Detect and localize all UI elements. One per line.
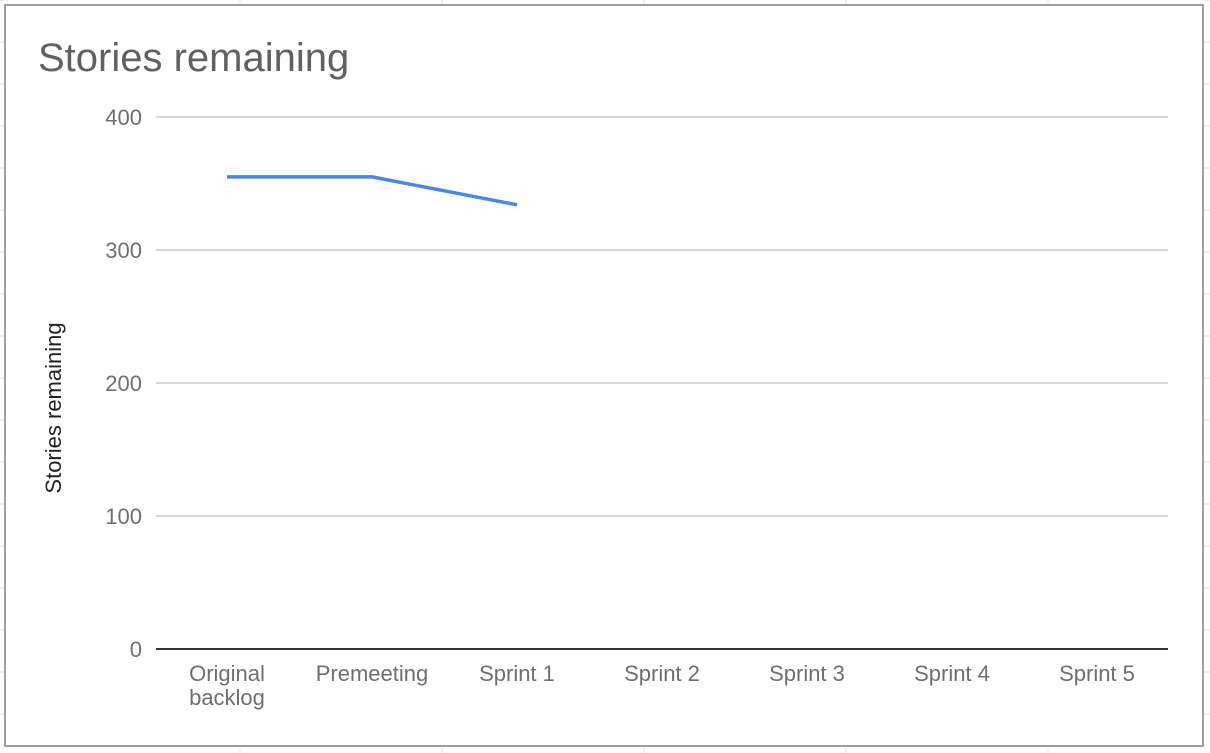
series-line (227, 177, 517, 205)
y-tick-label: 400 (105, 105, 142, 130)
y-axis-title: Stories remaining (41, 322, 66, 493)
x-tick-label: Sprint 4 (914, 661, 990, 686)
x-tick-label: Sprint 2 (624, 661, 700, 686)
x-axis-tick-labels: Original backlog Premeeting Sprint 1 Sprint … (189, 661, 1135, 710)
y-tick-label: 300 (105, 238, 142, 263)
x-tick-label: Premeeting (316, 661, 429, 686)
x-tick-label: Original backlog (189, 661, 265, 710)
y-axis-tick-labels: 0 100 200 300 400 (105, 105, 142, 662)
y-tick-label: 100 (105, 504, 142, 529)
series-lines (227, 177, 517, 205)
y-tick-label: 0 (130, 637, 142, 662)
x-tick-label: Sprint 3 (769, 661, 845, 686)
x-tick-label: Sprint 1 (479, 661, 555, 686)
y-tick-label: 200 (105, 371, 142, 396)
gridlines (156, 117, 1168, 649)
x-tick-label: Sprint 5 (1059, 661, 1135, 686)
